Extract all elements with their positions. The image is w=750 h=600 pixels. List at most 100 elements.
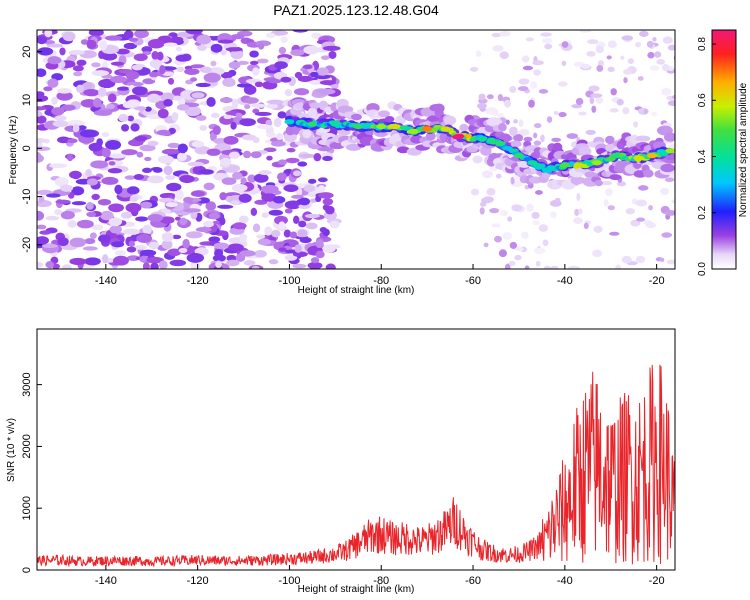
noise-cell: [652, 36, 657, 42]
snr-x-label: Height of straight line (km): [298, 584, 415, 595]
noise-cell: [210, 43, 223, 53]
noise-cell: [532, 60, 544, 66]
noise-cell: [558, 112, 567, 118]
noise-cell: [174, 216, 181, 221]
noise-cell: [197, 44, 207, 51]
noise-cell: [253, 173, 269, 183]
noise-cell: [147, 39, 165, 49]
noise-cell: [303, 45, 320, 55]
noise-cell: [222, 77, 236, 88]
noise-cell: [169, 259, 187, 267]
ridge-peak: [573, 162, 584, 168]
noise-cell: [47, 56, 62, 65]
noise-cell: [533, 247, 546, 254]
x-tick-label: -100: [278, 575, 300, 587]
noise-cell: [666, 259, 675, 265]
noise-cell: [674, 162, 675, 164]
noise-cell: [535, 260, 541, 267]
noise-cell: [212, 254, 226, 262]
noise-cell: [591, 105, 597, 113]
noise-cell: [499, 30, 511, 37]
noise-cell: [230, 33, 245, 40]
noise-cell: [73, 71, 83, 77]
noise-cell: [589, 97, 595, 105]
noise-cell: [37, 224, 47, 230]
noise-cell: [489, 207, 500, 214]
noise-cell: [278, 159, 287, 165]
noise-cell: [123, 42, 138, 50]
noise-cell: [606, 55, 612, 60]
noise-cell: [37, 189, 53, 196]
noise-cell: [69, 170, 82, 179]
noise-cell: [513, 134, 524, 142]
noise-cell: [480, 201, 487, 207]
noise-cell: [620, 55, 625, 60]
noise-cell: [190, 261, 201, 269]
noise-cell: [71, 201, 87, 206]
noise-cell: [639, 30, 649, 37]
noise-cell: [230, 200, 240, 206]
noise-cell: [525, 37, 534, 42]
noise-cell: [291, 194, 304, 199]
noise-cell: [114, 249, 126, 256]
noise-cell: [491, 32, 502, 38]
noise-cell: [271, 229, 281, 238]
noise-cell: [217, 39, 234, 44]
noise-cell: [101, 147, 111, 158]
ridge-halo-cell: [498, 123, 507, 132]
noise-cell: [208, 236, 221, 243]
noise-cell: [651, 111, 658, 117]
noise-cell: [646, 40, 654, 48]
noise-cell: [190, 190, 205, 197]
noise-cell: [150, 262, 159, 269]
noise-cell: [603, 199, 609, 207]
noise-cell: [151, 51, 159, 60]
noise-cell: [546, 116, 553, 123]
noise-cell: [251, 265, 260, 269]
noise-cell: [649, 65, 660, 71]
noise-cell: [540, 32, 552, 37]
noise-cell: [583, 222, 589, 229]
noise-cell: [633, 121, 639, 128]
ridge-halo-cell: [298, 113, 310, 120]
noise-cell: [42, 243, 58, 248]
noise-cell: [278, 247, 287, 252]
noise-cell: [163, 98, 173, 107]
y-tick-label: 0: [21, 145, 33, 151]
noise-cell: [37, 36, 48, 45]
noise-cell: [159, 64, 166, 75]
noise-cell: [518, 78, 530, 85]
noise-cell: [171, 111, 179, 122]
noise-cell: [101, 176, 119, 185]
noise-cell: [88, 30, 104, 37]
noise-cell: [125, 71, 140, 80]
noise-cell: [635, 41, 642, 48]
noise-cell: [297, 161, 308, 167]
noise-cell: [568, 265, 580, 269]
noise-cell: [225, 47, 243, 52]
noise-cell: [185, 231, 203, 239]
noise-cell: [149, 71, 159, 78]
snr-y-ticks: 0 1000 2000 3000: [21, 372, 42, 573]
noise-cell: [67, 138, 78, 144]
noise-cell: [575, 97, 584, 106]
noise-cell: [131, 64, 143, 71]
noise-cell: [654, 51, 662, 58]
noise-cell: [510, 176, 515, 185]
noise-cell: [244, 104, 251, 110]
noise-cell: [263, 147, 277, 153]
noise-cell: [257, 42, 265, 50]
noise-cell: [219, 157, 232, 167]
noise-cell: [298, 197, 311, 206]
noise-cell: [303, 64, 313, 70]
noise-cell: [254, 111, 272, 117]
y-tick-label: 20: [21, 46, 33, 58]
noise-cell: [203, 182, 215, 191]
y-tick-label: -10: [21, 189, 33, 205]
noise-cell: [533, 132, 538, 139]
noise-cell: [134, 135, 148, 142]
ridge-halo-cell: [509, 126, 518, 137]
noise-cell: [627, 58, 635, 64]
noise-cell: [521, 231, 529, 239]
noise-cell: [236, 83, 253, 88]
